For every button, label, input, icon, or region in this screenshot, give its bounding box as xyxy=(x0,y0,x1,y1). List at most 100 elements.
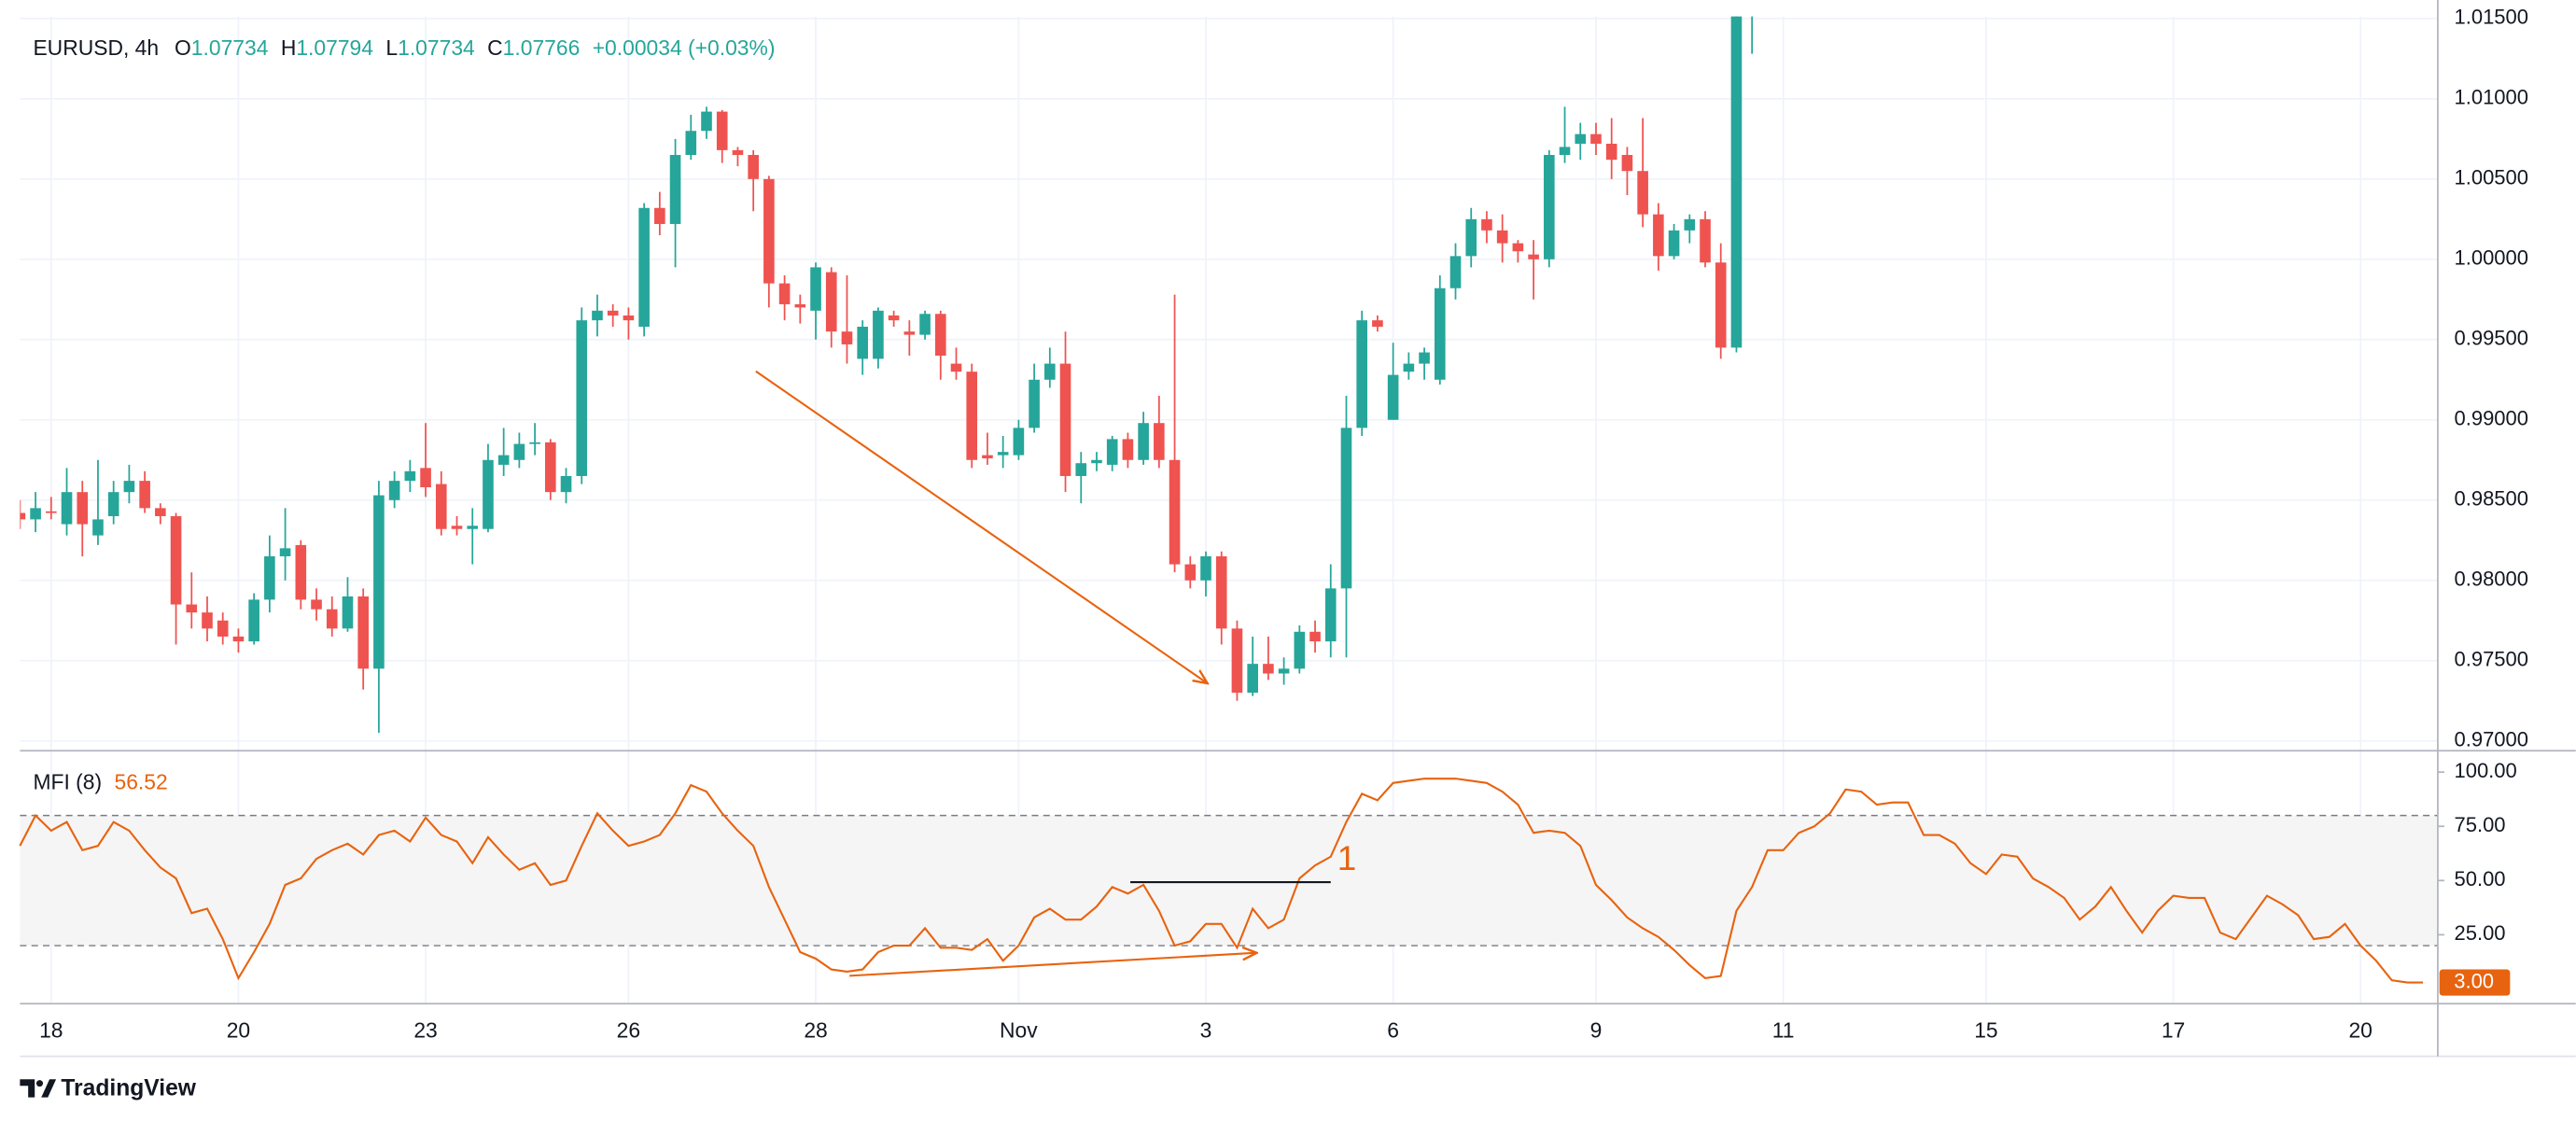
candle-body xyxy=(1044,363,1056,380)
candle-body xyxy=(451,526,463,529)
candle-body xyxy=(342,596,354,629)
candle-body xyxy=(1559,147,1571,156)
candle-body xyxy=(435,484,447,529)
candle-body xyxy=(857,327,868,359)
indicator-legend: MFI (8) 56.52 xyxy=(33,770,167,794)
c-label: C xyxy=(487,35,503,60)
candle-body xyxy=(1496,230,1508,244)
candle-body xyxy=(982,455,993,459)
last-value-box xyxy=(2439,969,2511,996)
candle-body xyxy=(903,331,916,335)
candle-body xyxy=(1700,218,1711,263)
candle-body xyxy=(186,604,198,613)
candle-body xyxy=(1013,428,1025,456)
candle-body xyxy=(264,555,275,600)
candle-body xyxy=(1231,628,1243,694)
candle-body xyxy=(420,468,431,488)
candle-body xyxy=(326,609,338,629)
x-tick-label: 3 xyxy=(1200,1017,1212,1042)
candle-body xyxy=(529,442,540,444)
y-tick-label: 1.00000 xyxy=(2455,246,2528,270)
candle-body xyxy=(825,272,837,332)
x-tick-label: 26 xyxy=(617,1017,640,1042)
logo xyxy=(20,1079,57,1098)
indicator-value: 56.52 xyxy=(115,770,168,794)
candle-body xyxy=(1434,288,1446,380)
brand: TradingView xyxy=(61,1075,196,1101)
candle-body xyxy=(1465,218,1477,257)
candle-body xyxy=(1387,374,1399,420)
mfi-line xyxy=(19,778,2424,984)
candle-body xyxy=(545,442,556,493)
candle-body xyxy=(1091,459,1102,464)
x-tick-label: 11 xyxy=(1772,1017,1795,1042)
candle-body xyxy=(716,111,728,150)
candle-body xyxy=(155,508,166,516)
y-tick-label: 0.98500 xyxy=(2455,487,2528,511)
candle-body xyxy=(483,459,494,529)
candle-body xyxy=(1247,664,1258,694)
y-tick-label: 50.00 xyxy=(2455,867,2506,891)
candle-body xyxy=(794,303,806,308)
candle-body xyxy=(1340,428,1352,589)
y-tick-label: 0.98000 xyxy=(2455,568,2528,591)
candle-body xyxy=(1372,320,1383,328)
candle-body xyxy=(77,492,89,525)
candle-body xyxy=(1419,352,1430,364)
candle-body xyxy=(107,492,119,516)
candle-body xyxy=(576,320,588,476)
candle-body xyxy=(701,111,712,132)
candle-body xyxy=(592,310,603,321)
x-tick-label: Nov xyxy=(1000,1017,1038,1042)
level-band xyxy=(20,815,2438,947)
candle-body xyxy=(217,620,229,637)
symbol: EURUSD, 4h xyxy=(33,35,159,60)
y-tick-label: 0.99000 xyxy=(2455,407,2528,430)
candle-body xyxy=(1481,218,1492,231)
candle-body xyxy=(1309,631,1321,642)
candle-body xyxy=(841,331,853,344)
candle-body xyxy=(638,207,650,328)
candle-body xyxy=(404,470,416,482)
candle-body xyxy=(467,526,479,529)
candle-body xyxy=(1122,439,1134,460)
candle-body xyxy=(1637,171,1648,215)
candle-body xyxy=(388,481,400,500)
candle-body xyxy=(170,515,182,605)
candle-body xyxy=(1059,363,1071,476)
candle-body xyxy=(357,596,369,669)
candle-body xyxy=(279,548,291,556)
candle-body xyxy=(1605,143,1617,161)
candle-body xyxy=(295,544,307,600)
trend-arrow xyxy=(849,953,1256,977)
high: 1.07794 xyxy=(296,35,373,60)
candle-body xyxy=(248,599,259,642)
candle-body xyxy=(1575,133,1587,144)
candle-body xyxy=(1278,668,1290,674)
y-tick-label: 100.00 xyxy=(2455,759,2517,782)
change: +0.00034 (+0.03%) xyxy=(593,35,776,60)
candle-body xyxy=(607,310,619,316)
candle-body xyxy=(1590,133,1602,144)
x-tick-label: 6 xyxy=(1387,1017,1399,1042)
x-tick-label: 28 xyxy=(804,1017,827,1042)
candle-body xyxy=(1356,320,1368,428)
candle-body xyxy=(92,519,104,536)
indicator-title: MFI (8) xyxy=(33,770,102,794)
candle-body xyxy=(685,131,697,156)
x-tick-label: 20 xyxy=(2348,1017,2372,1042)
candle-body xyxy=(232,636,245,642)
candle-body xyxy=(1138,423,1149,460)
x-tick-label: 18 xyxy=(39,1017,63,1042)
low: 1.07734 xyxy=(398,35,475,60)
x-tick-label: 23 xyxy=(413,1017,437,1042)
candle-body xyxy=(30,508,41,520)
candle-body xyxy=(1512,243,1524,252)
candle-body xyxy=(1449,256,1462,288)
last-value-label: 3.00 xyxy=(2454,969,2494,992)
l-label: L xyxy=(385,35,398,60)
y-tick-label: 0.97000 xyxy=(2455,728,2528,751)
candle-body xyxy=(669,155,681,224)
candle-body xyxy=(46,511,57,513)
candle-body xyxy=(560,475,572,493)
